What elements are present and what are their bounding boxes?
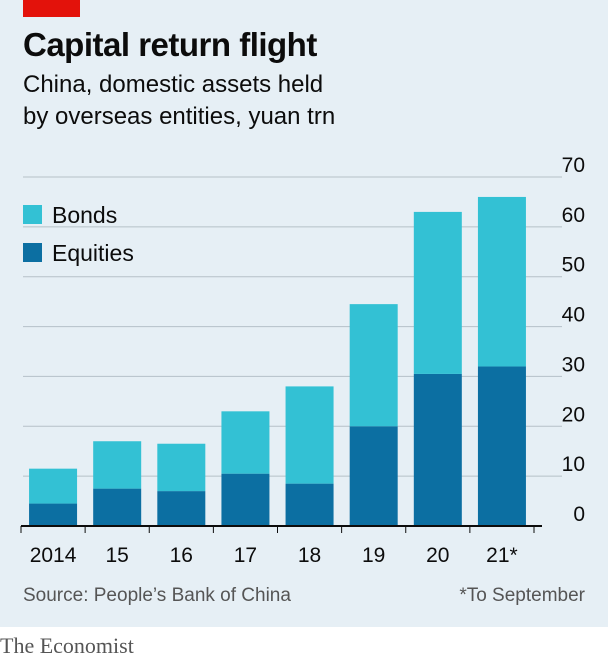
bar-equities bbox=[477, 366, 526, 526]
y-tick-label: 50 bbox=[562, 254, 585, 277]
legend-label-equities: Equities bbox=[52, 240, 134, 266]
chart-title: Capital return flight bbox=[23, 26, 317, 63]
legend-swatch-bonds bbox=[23, 205, 42, 224]
y-tick-label: 40 bbox=[562, 304, 585, 327]
x-tick-label: 2014 bbox=[30, 544, 77, 567]
x-tick-label: 16 bbox=[170, 544, 193, 567]
y-tick-label: 0 bbox=[573, 503, 585, 526]
bar-equities bbox=[157, 491, 206, 526]
source-note: Source: People’s Bank of China bbox=[23, 585, 291, 606]
red-tag bbox=[23, 0, 80, 17]
bar-bonds bbox=[413, 211, 462, 374]
bar-equities bbox=[221, 473, 270, 526]
bar-equities bbox=[285, 483, 334, 526]
bar-bonds bbox=[29, 468, 78, 504]
x-tick-label: 19 bbox=[362, 544, 385, 567]
chart-subtitle: China, domestic assets held by overseas … bbox=[23, 69, 583, 133]
bar-equities bbox=[413, 373, 462, 526]
brand-logo: The Economist bbox=[0, 633, 134, 658]
bar-equities bbox=[29, 503, 78, 526]
bar-bonds bbox=[157, 443, 206, 492]
stacked-bar-chart: 0 10 20 30 40 50 60 70 2014 15 16 17 18 19 20 21* Bonds E… bbox=[20, 154, 585, 567]
subtitle-line-2: by overseas entities, yuan trn bbox=[23, 103, 336, 130]
y-tick-label: 70 bbox=[562, 154, 585, 177]
y-tick-label: 10 bbox=[562, 453, 585, 476]
x-tick-label: 18 bbox=[298, 544, 321, 567]
x-tick-label: 15 bbox=[106, 544, 129, 567]
legend-swatch-equities bbox=[23, 243, 42, 262]
bar-bonds bbox=[349, 304, 398, 427]
legend-label-bonds: Bonds bbox=[52, 202, 117, 228]
bar-bonds bbox=[221, 411, 270, 474]
x-tick-label: 20 bbox=[426, 544, 449, 567]
x-tick-label: 21* bbox=[486, 544, 518, 567]
bar-bonds bbox=[285, 386, 334, 484]
y-tick-label: 60 bbox=[562, 204, 585, 227]
bar-equities bbox=[93, 488, 142, 526]
y-tick-label: 30 bbox=[562, 353, 585, 376]
footnote: *To September bbox=[459, 585, 585, 606]
subtitle-line-1: China, domestic assets held bbox=[23, 71, 324, 98]
bar-equities bbox=[349, 426, 398, 526]
bar-bonds bbox=[477, 196, 526, 367]
bar-bonds bbox=[93, 441, 142, 489]
x-tick-label: 17 bbox=[234, 544, 257, 567]
y-tick-label: 20 bbox=[562, 403, 585, 426]
